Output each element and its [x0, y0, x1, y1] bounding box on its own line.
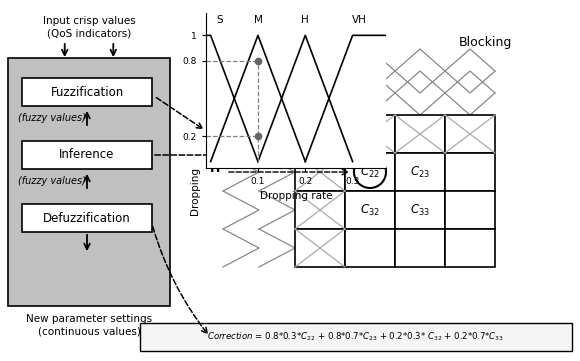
Bar	[295, 153, 345, 191]
Bar	[345, 115, 395, 153]
Bar	[445, 153, 495, 191]
Bar	[395, 115, 445, 153]
Text: $C_{22}$: $C_{22}$	[360, 165, 380, 179]
Bar	[295, 191, 345, 229]
Bar	[295, 229, 345, 267]
Text: S: S	[217, 15, 223, 25]
Text: $C_{23}$: $C_{23}$	[410, 165, 430, 179]
X-axis label: Dropping rate: Dropping rate	[260, 191, 332, 201]
Text: (QoS indicators): (QoS indicators)	[47, 28, 131, 38]
Text: Defuzzification: Defuzzification	[43, 212, 131, 225]
Text: H: H	[210, 162, 220, 175]
Text: New parameter settings: New parameter settings	[26, 314, 152, 324]
Text: H: H	[302, 15, 309, 25]
Bar	[295, 115, 345, 153]
Bar	[345, 153, 395, 191]
Bar	[22, 204, 152, 232]
Bar	[345, 229, 395, 267]
Bar	[22, 78, 152, 106]
Bar	[395, 153, 445, 191]
Text: Inference: Inference	[59, 148, 115, 161]
Text: Fuzzification: Fuzzification	[50, 86, 124, 99]
Bar	[445, 229, 495, 267]
Text: $C_{33}$: $C_{33}$	[410, 203, 430, 218]
Text: (continuous values): (continuous values)	[38, 326, 140, 336]
Bar	[395, 229, 445, 267]
Bar	[395, 191, 445, 229]
Text: M: M	[253, 15, 262, 25]
Text: VH: VH	[352, 15, 367, 25]
Bar	[345, 191, 395, 229]
Text: Blocking: Blocking	[458, 36, 512, 49]
Text: $\mathit{Correction}$ = 0.8*0.3*$C_{22}$ + 0.8*0.7*$C_{23}$ + 0.2*0.3* $C_{32}$ : $\mathit{Correction}$ = 0.8*0.3*$C_{22}$…	[208, 331, 505, 343]
Bar	[140, 323, 572, 351]
Bar	[8, 58, 170, 306]
Text: Input crisp values: Input crisp values	[42, 16, 135, 26]
Text: M: M	[364, 53, 376, 66]
Bar	[445, 115, 495, 153]
Text: Dropping: Dropping	[190, 167, 200, 215]
Text: (fuzzy values): (fuzzy values)	[18, 176, 86, 186]
Text: $C_{32}$: $C_{32}$	[360, 203, 380, 218]
Text: (fuzzy values): (fuzzy values)	[18, 113, 86, 123]
Bar	[22, 141, 152, 169]
Bar	[445, 191, 495, 229]
